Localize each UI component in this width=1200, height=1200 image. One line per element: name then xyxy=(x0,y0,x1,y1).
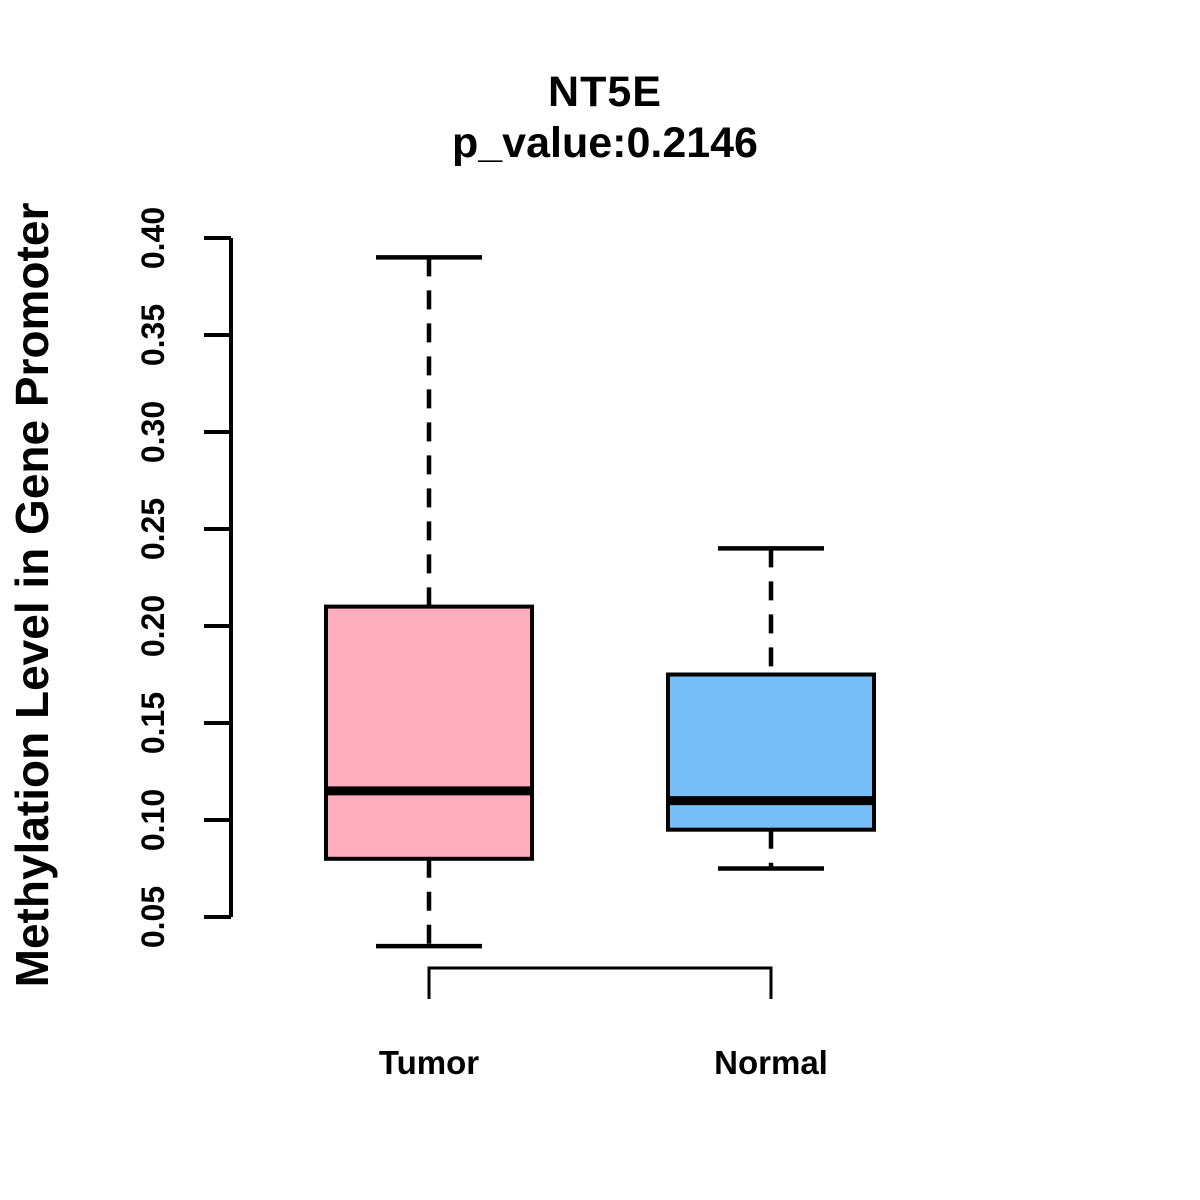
y-tick-label: 0.15 xyxy=(135,692,171,754)
category-label-tumor: Tumor xyxy=(379,1044,479,1081)
category-label-normal: Normal xyxy=(714,1044,828,1081)
bracket-path xyxy=(427,966,773,999)
y-tick-label: 0.20 xyxy=(135,595,171,657)
y-tick-label: 0.35 xyxy=(135,304,171,366)
chart-subtitle: p_value:0.2146 xyxy=(452,119,758,167)
tumor-iqr-box xyxy=(324,604,534,861)
x-axis-labels: Tumor Normal xyxy=(379,1044,828,1081)
y-tick-label: 0.40 xyxy=(135,207,171,269)
tumor-boxplot xyxy=(324,255,534,949)
normal-iqr-box xyxy=(666,672,876,832)
y-tick-label: 0.10 xyxy=(135,789,171,851)
chart-title: NT5E xyxy=(548,68,662,116)
boxplots xyxy=(324,255,876,949)
y-tick-label: 0.05 xyxy=(135,886,171,948)
y-axis: 0.05 0.10 0.15 0.20 0.25 0.30 0.35 0.40 xyxy=(135,207,233,948)
normal-boxplot xyxy=(666,546,876,871)
y-tick-label: 0.25 xyxy=(135,498,171,560)
y-axis-label: Methylation Level in Gene Promoter xyxy=(6,203,58,988)
y-tick-label: 0.30 xyxy=(135,401,171,463)
comparison-bracket xyxy=(427,966,773,999)
